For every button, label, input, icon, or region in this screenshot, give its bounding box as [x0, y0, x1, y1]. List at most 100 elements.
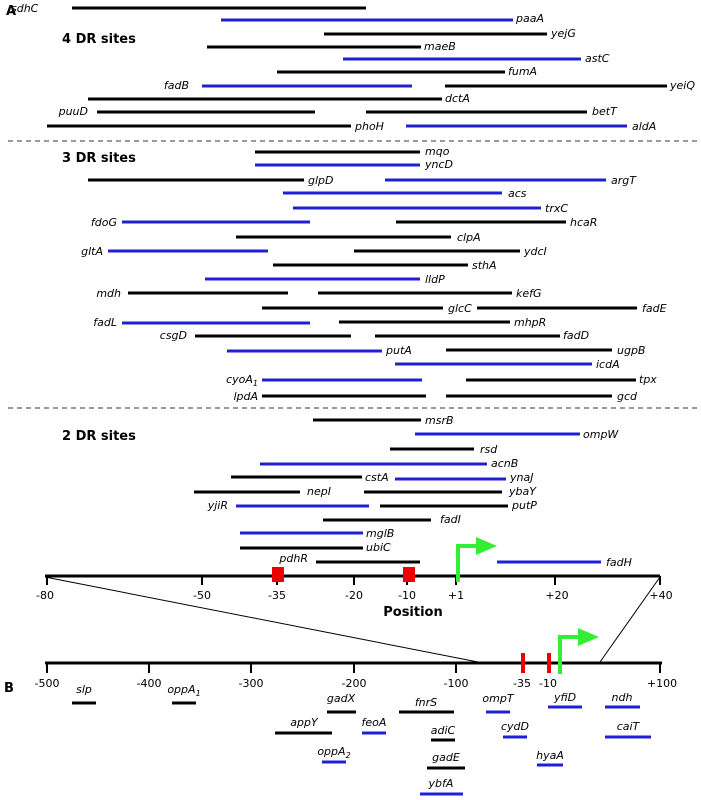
gene-label-cydD: cydD — [501, 720, 529, 733]
gene-label-trxC: trxC — [545, 202, 568, 215]
panel-a-label: A — [6, 4, 16, 19]
zoom-connector-line — [44, 576, 479, 663]
gene-label-pdhR: pdhR — [278, 552, 308, 565]
axis-tick-label: -35 — [513, 677, 531, 690]
transcription-start-arrow-icon — [558, 635, 580, 674]
axis-tick-label: -400 — [137, 677, 162, 690]
gene-label-yfiD: yfiD — [553, 691, 576, 704]
gene-label-hcaR: hcaR — [570, 216, 597, 229]
gene-label-slp: slp — [76, 683, 92, 696]
axis-tick-label: -300 — [239, 677, 264, 690]
gene-label-csgD: csgD — [160, 329, 187, 342]
transcription-start-arrowhead-icon — [578, 628, 599, 646]
gene-label-sdhC: sdhC — [11, 2, 39, 15]
gene-label-yejG: yejG — [550, 27, 576, 40]
axis-tick-label: +40 — [649, 589, 672, 602]
gene-label-cyoA1: cyoA1 — [226, 373, 258, 388]
axis-tick-label: -80 — [36, 589, 54, 602]
gene-label-fadI: fadI — [440, 513, 461, 526]
gene-label-acnB: acnB — [491, 457, 518, 470]
gene-label-adiC: adiC — [431, 724, 456, 737]
gene-label-gadX: gadX — [327, 692, 356, 705]
gene-label-kefG: kefG — [516, 287, 542, 300]
section-title-4dr: 4 DR sites — [62, 32, 136, 47]
gene-label-ynaJ: ynaJ — [509, 471, 533, 484]
axis-tick-label: -10 — [398, 589, 416, 602]
axis-tick-label: -20 — [345, 589, 363, 602]
gene-label-icdA: icdA — [596, 358, 620, 371]
axis-title: Position — [383, 605, 443, 620]
section-title-2dr: 2 DR sites — [62, 429, 136, 444]
axis-tick-label: +1 — [448, 589, 464, 602]
gene-label-fumA: fumA — [508, 65, 537, 78]
gene-label-betT: betT — [592, 105, 618, 118]
gene-label-fadE: fadE — [642, 302, 667, 315]
gene-label-tpx: tpx — [639, 373, 657, 386]
axis-tick-label: +20 — [545, 589, 568, 602]
gene-label-feoA: feoA — [362, 716, 387, 729]
axis-tick-label: -500 — [35, 677, 60, 690]
section-title-3dr: 3 DR sites — [62, 151, 136, 166]
gene-label-fadL: fadL — [93, 316, 117, 329]
gene-label-mqo: mqo — [425, 145, 450, 158]
gene-label-argT: argT — [611, 174, 637, 187]
gene-label-sthA: sthA — [472, 259, 497, 272]
gene-label-lldP: lldP — [425, 273, 445, 286]
axis-tick-label: -50 — [193, 589, 211, 602]
dr-site-marker-35 — [521, 653, 525, 673]
gene-label-yeiQ: yeiQ — [669, 79, 695, 92]
gene-label-lpdA: lpdA — [233, 390, 258, 403]
gene-label-appY: appY — [290, 716, 319, 729]
gene-label-mdh: mdh — [96, 287, 121, 300]
gene-label-fdoG: fdoG — [91, 216, 117, 229]
gene-label-mhpR: mhpR — [514, 316, 546, 329]
panel-b-label: B — [4, 681, 14, 696]
gene-label-yjiR: yjiR — [207, 499, 228, 512]
gene-label-ubiC: ubiC — [366, 541, 391, 554]
transcription-start-arrowhead-icon — [476, 537, 497, 555]
axis-tick-label: -100 — [444, 677, 469, 690]
gene-label-paaA: paaA — [515, 12, 544, 25]
gene-label-gcd: gcd — [617, 390, 638, 403]
dr-site-marker-10 — [403, 567, 415, 582]
axis-tick-label: -10 — [539, 677, 557, 690]
gene-label-ydcI: ydcI — [523, 245, 547, 258]
panel-b-gene-bars: slp oppA1 gadX fnrS ompT yfiD ndh appY feoA adiC c… — [72, 683, 651, 796]
gene-label-maeB: maeB — [424, 40, 456, 53]
gene-label-glpD: glpD — [308, 174, 334, 187]
gene-label-yncD: yncD — [424, 158, 453, 171]
gene-label-fadH: fadH — [606, 556, 632, 569]
gene-label-astC: astC — [585, 52, 610, 65]
gene-label-fadD: fadD — [563, 329, 589, 342]
gene-label-ybaY: ybaY — [508, 485, 537, 498]
gene-label-gadE: gadE — [432, 751, 460, 764]
gene-label-glcC: glcC — [448, 302, 472, 315]
zoom-connector-line — [599, 576, 661, 663]
gene-label-ybfA: ybfA — [428, 777, 454, 790]
gene-label-oppA2: oppA2 — [317, 745, 350, 760]
gene-label-hyaA: hyaA — [536, 749, 564, 762]
dr-site-marker-35 — [272, 567, 284, 582]
gene-label-oppA1: oppA1 — [167, 683, 200, 698]
axis-tick-label: -35 — [268, 589, 286, 602]
panel-b-axis: -500 -400 -300 -200 -100 -35 -10 +100 — [35, 628, 677, 690]
dr-site-marker-10 — [547, 653, 551, 673]
panel-a-gene-bars: sdhC paaA yejG maeB astC fumA fadB yeiQ dctA puuD… — [11, 2, 695, 569]
transcription-start-arrow-icon — [456, 544, 478, 582]
gene-label-acs: acs — [508, 187, 527, 200]
gene-label-ompW: ompW — [583, 428, 619, 441]
gene-label-phoH: phoH — [354, 120, 384, 133]
gene-label-mglB: mglB — [366, 527, 394, 540]
gene-label-ndh: ndh — [612, 691, 633, 704]
gene-label-fadB: fadB — [164, 79, 189, 92]
gene-label-aldA: aldA — [632, 120, 656, 133]
gene-label-dctA: dctA — [445, 92, 470, 105]
axis-tick-label: -200 — [342, 677, 367, 690]
gene-label-rsd: rsd — [480, 443, 498, 456]
gene-label-caiT: caiT — [617, 720, 641, 733]
gene-label-nepI: nepI — [307, 485, 331, 498]
gene-label-ugpB: ugpB — [617, 344, 645, 357]
gene-label-ompT: ompT — [482, 692, 514, 705]
gene-label-clpA: clpA — [457, 231, 481, 244]
